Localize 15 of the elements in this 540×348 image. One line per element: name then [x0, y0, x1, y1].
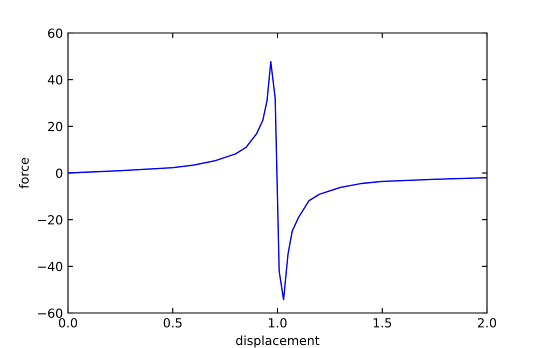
x-axis-title: displacement [236, 336, 320, 348]
y-tick-label: −20 [38, 215, 62, 225]
y-tick-label: 0 [56, 168, 62, 178]
x-tick-label: 1.0 [268, 318, 287, 328]
y-tick-label: 60 [48, 28, 62, 38]
y-tick-label: 40 [48, 75, 62, 85]
line-series [68, 61, 487, 300]
x-tick-label: 0.0 [58, 318, 78, 328]
y-tick-label: 20 [48, 122, 62, 132]
y-tick-label: −40 [38, 262, 62, 272]
x-tick-label: 0.5 [164, 318, 182, 328]
y-axis-title: force [19, 158, 29, 188]
y-tick-label: −60 [38, 308, 62, 318]
x-tick-label: 2.0 [478, 318, 496, 328]
x-tick-label: 1.5 [374, 318, 392, 328]
